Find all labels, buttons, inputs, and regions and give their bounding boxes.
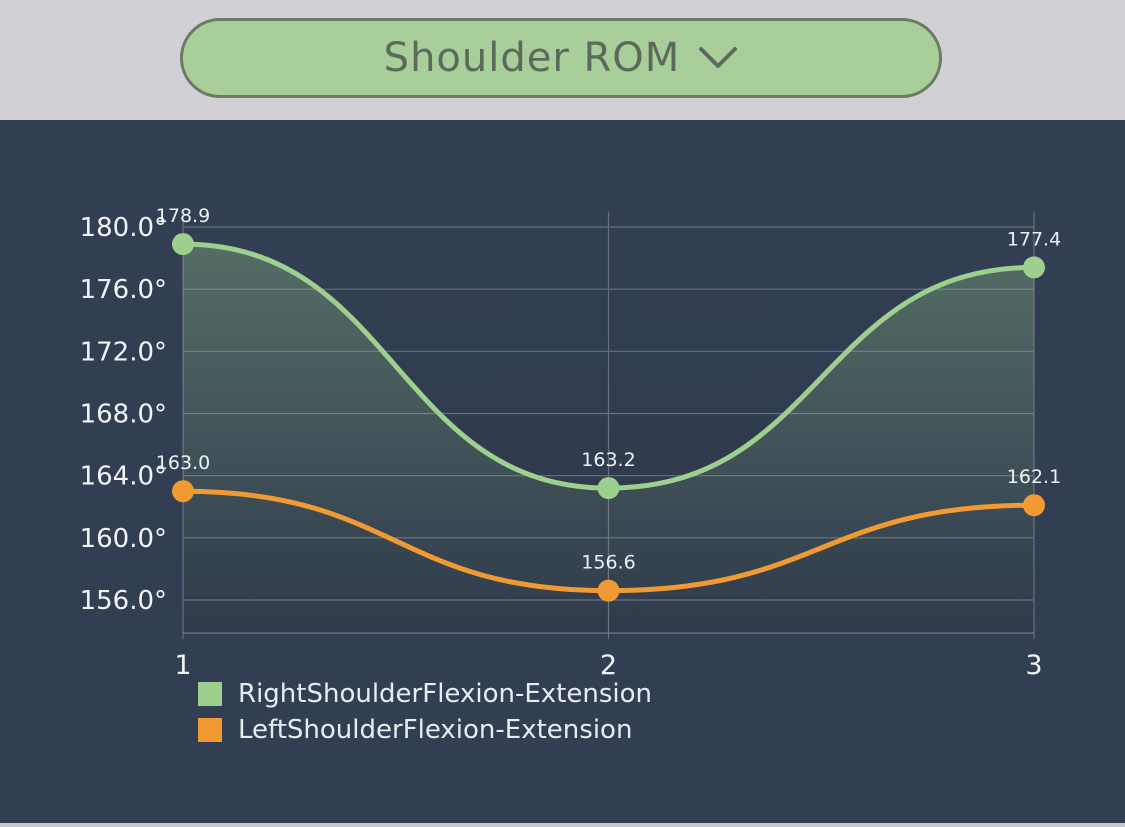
legend-label-left: LeftShoulderFlexion-Extension (238, 715, 633, 745)
chevron-down-icon (699, 47, 738, 68)
y-tick-label: 176.0° (80, 275, 167, 305)
data-label: 163.2 (581, 449, 635, 471)
data-label: 163.0 (156, 452, 210, 474)
area-fill (183, 244, 1034, 634)
legend-label-right: RightShoulderFlexion-Extension (238, 679, 652, 709)
x-tick-label: 1 (174, 650, 191, 680)
x-tick-label: 3 (1025, 650, 1042, 680)
y-tick-label: 156.0° (80, 586, 167, 616)
series-area-0 (183, 244, 1034, 634)
data-points (172, 233, 1045, 602)
data-label: 178.9 (156, 205, 210, 227)
y-tick-label: 160.0° (80, 524, 167, 554)
selector-label: Shoulder ROM (383, 35, 681, 81)
top-bar: Shoulder ROM (0, 0, 1125, 120)
data-point (172, 233, 194, 256)
x-tick-label: 2 (600, 650, 617, 680)
legend-item-left: LeftShoulderFlexion-Extension (198, 712, 652, 748)
y-tick-label: 180.0° (80, 213, 167, 243)
legend: RightShoulderFlexion-Extension LeftShoul… (198, 676, 652, 748)
bottom-strip (0, 823, 1125, 827)
data-point (1023, 256, 1045, 279)
legend-swatch-left (198, 718, 222, 742)
axis-labels: 156.0° 160.0° 164.0° 168.0° 172.0° 176.0° 180.… (80, 213, 1043, 680)
y-tick-label: 168.0° (80, 400, 167, 430)
data-point (597, 579, 620, 602)
data-point (172, 480, 194, 503)
data-label: 177.4 (1007, 228, 1061, 250)
y-tick-label: 164.0° (80, 462, 167, 492)
chart-selector-button[interactable]: Shoulder ROM (180, 18, 942, 98)
data-labels: 178.9 163.2 177.4 163.0 156.6 162.1 (156, 205, 1061, 574)
line-chart: 178.9 163.2 177.4 163.0 156.6 162.1 156.0° 160… (80, 205, 1062, 680)
data-point (1023, 494, 1045, 517)
y-tick-label: 172.0° (80, 337, 167, 367)
data-point (597, 477, 620, 500)
legend-item-right: RightShoulderFlexion-Extension (198, 676, 652, 712)
data-label: 156.6 (581, 552, 635, 574)
data-label: 162.1 (1007, 466, 1061, 488)
legend-swatch-right (198, 682, 222, 706)
